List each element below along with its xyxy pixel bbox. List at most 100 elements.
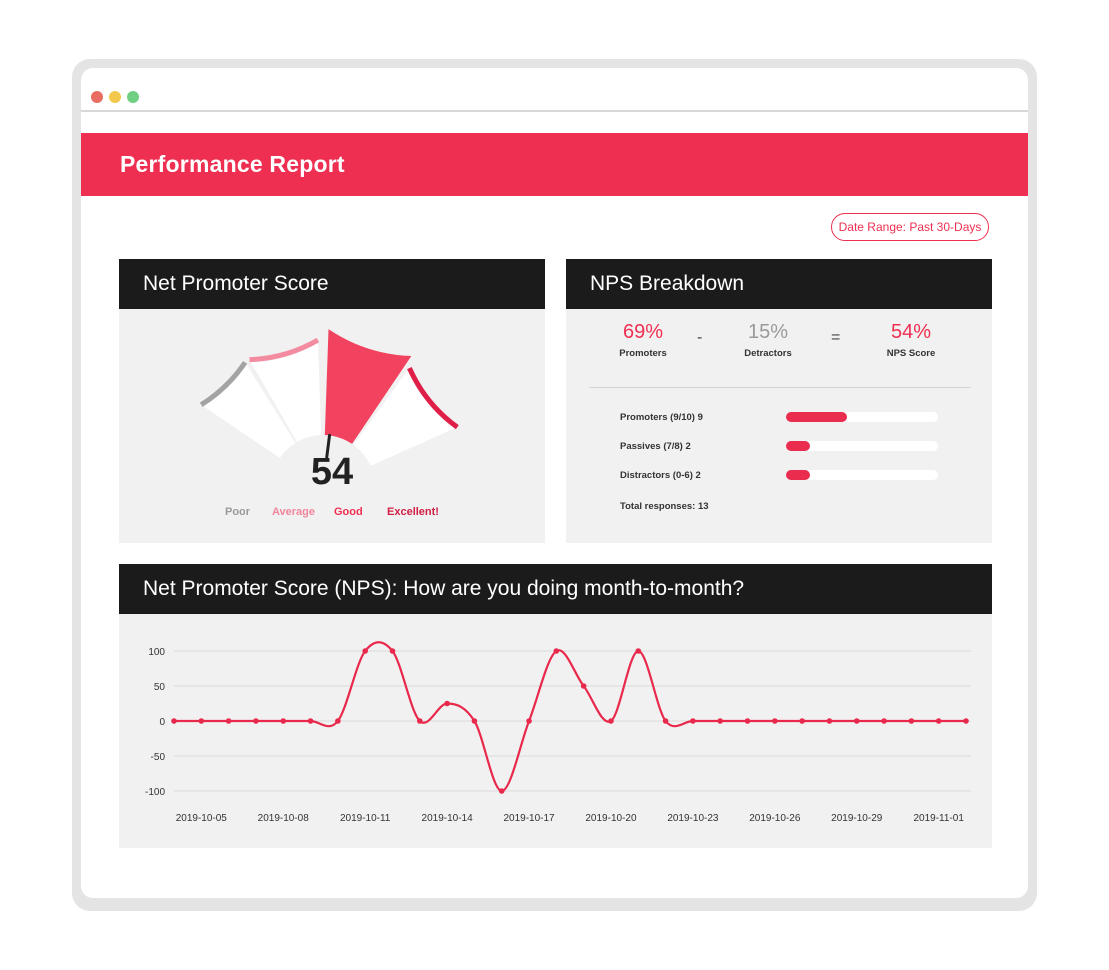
data-point[interactable] [389, 648, 396, 654]
gauge-good-segment [324, 329, 412, 444]
nps-card: Net Promoter Score 54 Poor Average Good … [119, 259, 545, 543]
data-point[interactable] [881, 718, 887, 724]
nps-score-pct: 54% [890, 321, 932, 343]
data-point[interactable] [280, 718, 287, 724]
x-tick-label: 2019-10-08 [258, 813, 310, 824]
gauge-poor-segment [203, 364, 296, 458]
gauge-needle [325, 433, 332, 459]
x-tick-label: 2019-10-29 [831, 813, 883, 824]
gauge-legend: Poor Average Good Excellent! [119, 506, 545, 522]
x-tick-label: 2019-10-05 [176, 813, 228, 824]
distractors-row-label: Distractors (0-6) 2 [620, 470, 701, 481]
data-point[interactable] [608, 718, 614, 724]
passives-bar-track [786, 441, 938, 451]
gauge-hub [271, 435, 375, 539]
data-point[interactable] [772, 718, 778, 724]
data-point[interactable] [799, 718, 805, 724]
y-tick-label: -100 [145, 787, 165, 798]
gauge-excellent-segment [353, 370, 455, 466]
gauge-label-good: Good [334, 506, 363, 518]
data-point[interactable] [744, 718, 751, 724]
page-title: Performance Report [120, 151, 345, 177]
data-point[interactable] [471, 718, 478, 724]
data-point[interactable] [198, 718, 205, 724]
distractors-bar-track [786, 470, 938, 480]
data-point[interactable] [253, 718, 259, 724]
y-tick-label: 50 [154, 682, 166, 693]
data-point[interactable] [908, 718, 915, 724]
gauge-label-excellent: Excellent! [387, 506, 439, 518]
nps-card-title: Net Promoter Score [119, 259, 545, 309]
data-point[interactable] [935, 718, 942, 724]
detractors-label: Detractors [744, 348, 792, 359]
promoters-bar-fill [786, 412, 847, 422]
nps-gauge: 54 Poor Average Good Excellent! [119, 309, 545, 543]
data-point[interactable] [526, 718, 532, 724]
equals-sign: = [831, 329, 841, 346]
x-tick-label: 2019-10-20 [585, 813, 637, 824]
minus-sign: - [697, 329, 703, 346]
trend-card-title: Net Promoter Score (NPS): How are you do… [119, 564, 992, 614]
passives-row-label: Passives (7/8) 2 [620, 441, 691, 452]
total-responses: Total responses: 13 [620, 501, 709, 512]
breakdown-card: NPS Breakdown 69% Promoters - 15% Detrac… [566, 259, 992, 543]
gauge-poor-arc [199, 360, 248, 407]
gauge-average-arc [249, 337, 320, 363]
gauge-label-poor: Poor [225, 506, 251, 518]
data-point[interactable] [171, 718, 177, 724]
minimize-dot[interactable] [109, 91, 121, 103]
data-point[interactable] [307, 718, 314, 724]
breakdown-divider [589, 387, 971, 388]
gauge-score: 54 [310, 451, 354, 493]
series-line [174, 641, 966, 793]
x-tick-label: 2019-10-14 [422, 813, 474, 824]
data-point[interactable] [635, 648, 642, 654]
data-point[interactable] [553, 648, 560, 654]
data-point[interactable] [335, 718, 341, 724]
promoters-pct: 69% [622, 321, 664, 343]
passives-bar-fill [786, 441, 811, 451]
x-tick-label: 2019-10-11 [340, 813, 391, 824]
gauge-average-segment [251, 343, 322, 442]
data-point[interactable] [498, 788, 505, 794]
data-point[interactable] [225, 718, 232, 724]
data-point[interactable] [362, 648, 368, 654]
trend-card: Net Promoter Score (NPS): How are you do… [119, 564, 992, 848]
gauge-excellent-arc [407, 367, 459, 430]
data-point[interactable] [826, 718, 833, 724]
promoters-row-label: Promoters (9/10) 9 [620, 412, 703, 423]
browser-window: Performance Report Date Range: Past 30-D… [81, 68, 1028, 898]
data-point[interactable] [580, 683, 587, 689]
y-tick-label: 0 [159, 717, 165, 728]
nps-score-label: NPS Score [886, 348, 936, 359]
nps-line-chart: 100 50 0 -50 -100 2019-10-05 2019-10-08 2019-10… [145, 641, 971, 824]
close-dot[interactable] [91, 91, 103, 103]
data-point[interactable] [416, 718, 423, 724]
window-controls [91, 91, 139, 103]
report-header: Performance Report [81, 133, 1028, 196]
x-tick-label: 2019-10-17 [503, 813, 555, 824]
distractors-bar-fill [786, 470, 811, 480]
y-tick-label: 100 [148, 647, 165, 658]
data-point[interactable] [853, 718, 860, 724]
detractors-stat: 15% Detractors [723, 321, 813, 359]
promoters-bar-track [786, 412, 938, 422]
data-point[interactable] [444, 700, 450, 707]
data-point[interactable] [690, 718, 696, 724]
breakdown-card-title: NPS Breakdown [566, 259, 992, 309]
titlebar-divider [81, 110, 1028, 112]
detractors-pct: 15% [747, 321, 789, 343]
gauge-label-average: Average [272, 506, 316, 518]
data-point[interactable] [662, 718, 669, 724]
data-point[interactable] [717, 718, 724, 724]
x-tick-label: 2019-10-26 [749, 813, 801, 824]
nps-score-stat: 54% NPS Score [866, 321, 956, 359]
promoters-label: Promoters [619, 348, 667, 359]
y-tick-label: -50 [151, 752, 166, 763]
date-range-button[interactable]: Date Range: Past 30-Days [831, 213, 989, 241]
x-tick-label: 2019-11-01 [913, 813, 964, 824]
data-point[interactable] [963, 718, 969, 724]
maximize-dot[interactable] [127, 91, 139, 103]
gauge-graphic [199, 329, 459, 539]
promoters-stat: 69% Promoters [598, 321, 688, 359]
